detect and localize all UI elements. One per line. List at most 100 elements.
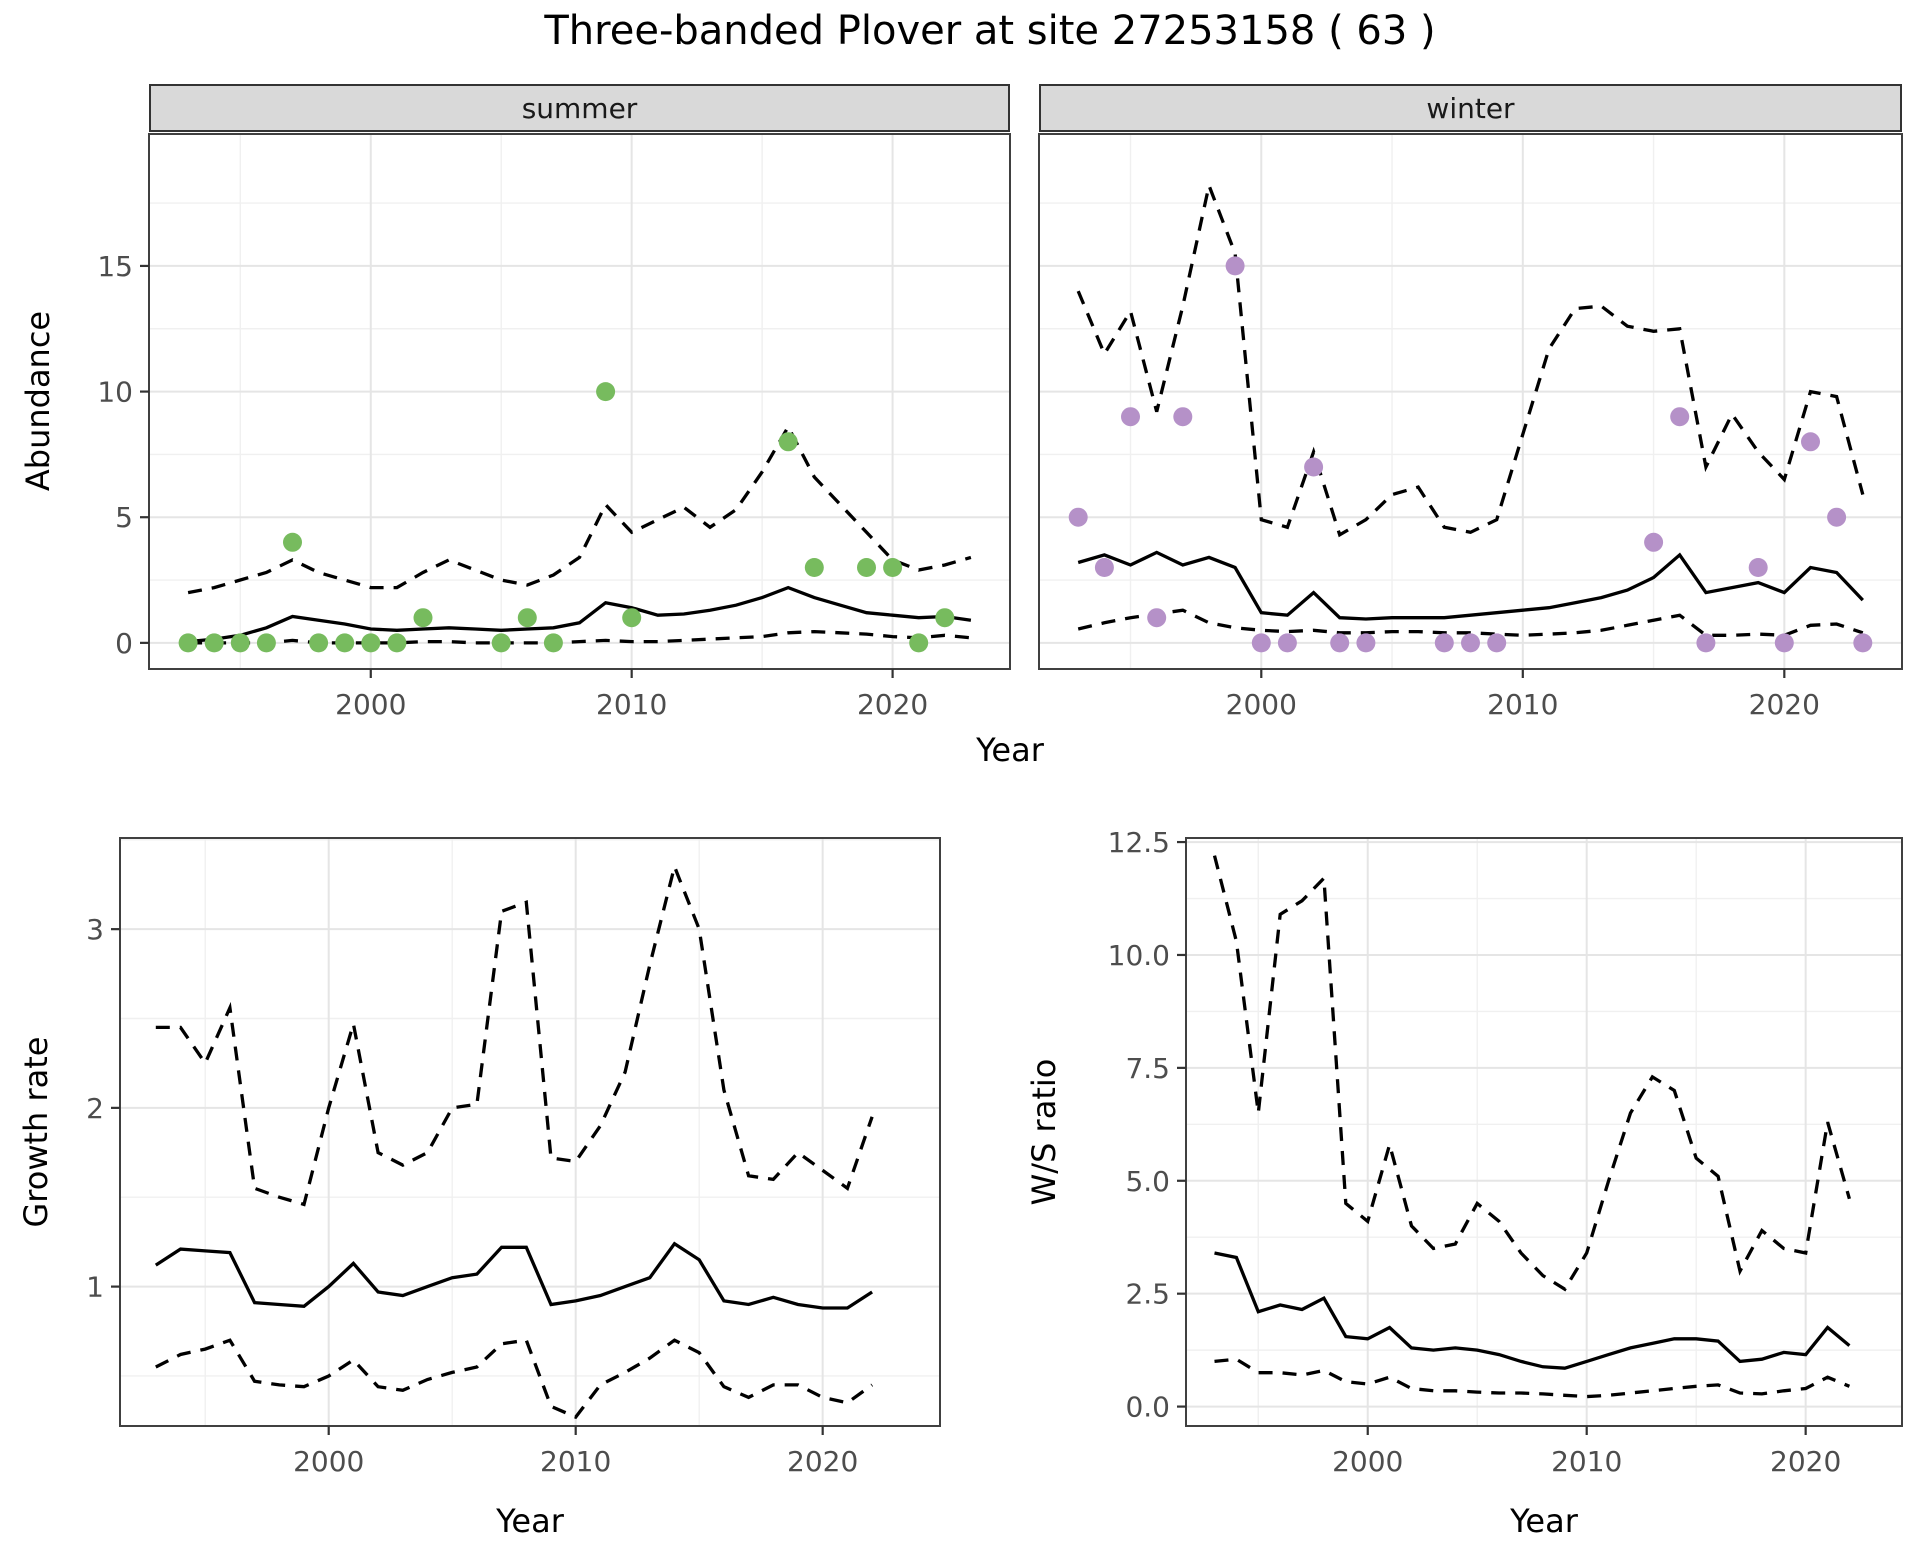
x-tick-label: 2000 [293,1445,364,1478]
panel-ws-ratio: 2000 2010 2020 0.0 2.5 5.0 7.5 10.0 12.5 [1108,826,1903,1478]
facet-strip-winter: winter [1039,84,1902,132]
data-point [778,432,798,452]
data-point [1068,507,1088,527]
axis-ticks-abundance-summer: 2000 2010 2020 0 5 10 15 [97,250,928,721]
panel-border-abundance-summer [148,133,1011,670]
grid-growth-rate [120,838,940,1426]
x-tick-label: 2020 [857,688,928,721]
facet-strip-summer-label: summer [521,91,638,125]
data-point [1356,633,1376,653]
panel-abundance-winter: 2000 2010 2020 [1038,133,1903,721]
data-point [1801,432,1820,452]
y-tick-label: 7.5 [1125,1052,1170,1085]
data-point [1827,507,1847,527]
data-point [1670,407,1690,427]
data-point [1330,633,1350,653]
data-point [335,633,355,653]
x-tick-label: 2000 [1226,688,1297,721]
abundance-winter-median-line [1077,550,1864,621]
x-tick-label: 2010 [596,688,667,721]
data-point [1147,608,1167,628]
abundance-winter-ci_lower-line [1077,608,1864,637]
y-tick-label: 15 [97,250,133,283]
ws-ratio-x-axis-title: Year [1510,1502,1578,1540]
axis-ticks-abundance-winter: 2000 2010 2020 [1226,669,1820,721]
data-point [361,633,381,653]
growth-rate-median-line [154,1241,873,1310]
x-tick-label: 2020 [1749,688,1820,721]
data-point [1644,532,1664,552]
x-tick-label: 2020 [1770,1445,1841,1478]
ws-ratio-median-line [1214,1251,1851,1370]
growth-rate-ci_lower-line [155,1338,874,1420]
data-point [1225,256,1245,276]
data-point [413,608,433,628]
ws-ratio-ci_upper-line [1212,855,1851,1292]
page-title: Three-banded Plover at site 27253158 ( 6… [544,8,1436,54]
data-point [283,532,302,552]
data-point [1774,633,1794,653]
x-tick-label: 2010 [540,1445,611,1478]
observed-winter-counts [1068,256,1873,653]
data-point [1748,558,1768,577]
data-point [1094,558,1114,577]
data-point [1853,633,1873,653]
data-point [309,633,329,653]
x-tick-label: 2000 [335,688,406,721]
data-point [596,382,616,402]
y-tick-label: 2 [86,1092,104,1125]
data-point [1434,633,1454,653]
panel-border-ws-ratio [1185,837,1903,1427]
grid-ws-ratio [1186,838,1902,1426]
data-point [1461,633,1480,653]
data-point [543,633,563,653]
observed-summer-counts [178,382,955,653]
y-tick-label: 0.0 [1125,1391,1170,1424]
axis-ticks-ws-ratio: 2000 2010 2020 0.0 2.5 5.0 7.5 10.0 12.5 [1108,826,1842,1478]
panel-border-growth-rate [119,837,941,1427]
data-point [935,608,955,628]
data-point [1304,457,1324,477]
y-tick-label: 10 [97,376,133,409]
data-point [230,633,250,653]
data-point [1251,633,1271,653]
abundance-summer-ci_upper-line [187,423,972,595]
data-point [204,633,224,653]
x-tick-label: 2010 [1487,688,1558,721]
facet-strip-winter-label: winter [1426,91,1515,125]
data-point [857,558,876,577]
abundance-summer-median-line [187,585,972,644]
y-tick-label: 2.5 [1125,1278,1170,1311]
x-tick-label: 2000 [1332,1445,1403,1478]
data-point [1696,633,1716,653]
y-tick-label: 0 [115,627,133,660]
data-point [883,558,903,577]
data-point [491,633,511,653]
growth-rate-ci_upper-line [155,861,874,1207]
data-point [1277,633,1297,653]
data-point [909,633,929,653]
y-tick-label: 12.5 [1108,826,1170,859]
data-point [256,633,276,653]
x-tick-label: 2010 [1551,1445,1622,1478]
data-point [1121,407,1140,427]
x-tick-label: 2020 [787,1445,858,1478]
growth-rate-y-axis-title: Growth rate [17,1036,55,1228]
panel-abundance-summer: 2000 2010 2020 0 5 10 15 [97,133,1011,721]
panel-growth-rate: 2000 2010 2020 1 2 3 [86,837,941,1478]
y-tick-label: 5.0 [1125,1165,1170,1198]
facet-strip-summer: summer [149,84,1010,132]
y-tick-label: 3 [86,913,104,946]
y-tick-label: 1 [86,1271,104,1304]
panel-border-abundance-winter [1038,133,1903,670]
data-point [622,608,642,628]
abundance-winter-ci_upper-line [1076,179,1865,538]
growth-rate-x-axis-title: Year [496,1502,564,1540]
data-point [1173,407,1193,427]
ws-ratio-y-axis-title: W/S ratio [1025,1058,1063,1206]
y-tick-label: 10.0 [1108,939,1170,972]
grid-abundance-winter [1039,134,1902,669]
top-x-axis-title: Year [976,731,1044,769]
